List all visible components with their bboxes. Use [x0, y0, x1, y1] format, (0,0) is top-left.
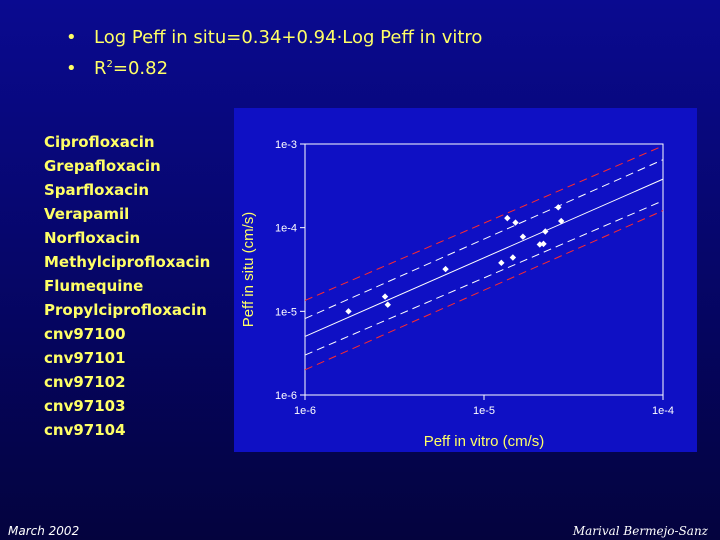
bullet-icon: • — [66, 58, 77, 79]
compound-item: cnv97101 — [44, 349, 126, 367]
x-tick-label: 1e-6 — [294, 405, 316, 417]
data-point — [498, 259, 505, 267]
data-point — [509, 254, 517, 261]
compound-list: Ciprofloxacin Grepafloxacin Sparfloxacin… — [44, 130, 210, 442]
compound-item: Grepafloxacin — [44, 157, 161, 175]
r-squared-superscript: 2 — [106, 59, 113, 70]
data-point — [504, 214, 511, 222]
x-axis-label: Peff in vitro (cm/s) — [424, 433, 545, 450]
compound-item: Norfloxacin — [44, 229, 141, 247]
r-squared: • R2=0.82 — [66, 51, 482, 82]
footer-author: Marival Bermejo-Sanz — [572, 524, 708, 538]
compound-item: cnv97103 — [44, 397, 126, 415]
summary-bullets: • Log Peff in situ=0.34+0.94·Log Peff in … — [66, 24, 482, 82]
compound-item: cnv97102 — [44, 373, 126, 391]
data-point — [442, 265, 449, 273]
data-point — [345, 308, 352, 315]
x-tick-label: 1e-4 — [652, 405, 674, 417]
r-squared-value: =0.82 — [112, 58, 169, 79]
data-point — [381, 293, 389, 300]
data-point — [540, 240, 547, 248]
compound-item: Verapamil — [44, 205, 130, 223]
r-squared-prefix: R — [94, 58, 107, 79]
y-axis-label: Peff in situ (cm/s) — [240, 212, 257, 328]
footer-date: March 2002 — [8, 524, 80, 538]
compound-item: cnv97104 — [44, 421, 126, 439]
compound-item: Methylciprofloxacin — [44, 253, 211, 271]
y-tick-label: 1e-3 — [275, 139, 297, 151]
confidence-band-upper — [304, 159, 664, 320]
x-tick-label: 1e-5 — [473, 405, 495, 417]
data-point — [384, 301, 391, 308]
y-tick-label: 1e-4 — [275, 223, 297, 235]
regression-equation-text: Log Peff in situ=0.34+0.94·Log Peff in v… — [94, 27, 483, 48]
compound-item: cnv97100 — [44, 325, 126, 343]
data-point — [519, 233, 527, 240]
prediction-band-upper — [304, 145, 664, 301]
permeability-correlation-chart: 1e-6 1e-5 1e-4 1e-6 1e-5 1e-4 1e-3 Peff in vitr… — [240, 139, 674, 450]
compound-item: Sparfloxacin — [44, 181, 149, 199]
bullet-icon: • — [66, 27, 77, 48]
plot-area-frame — [304, 143, 664, 396]
compound-item: Flumequine — [44, 277, 144, 295]
compound-item: Ciprofloxacin — [44, 133, 155, 151]
chart-panel: 1e-6 1e-5 1e-4 1e-6 1e-5 1e-4 1e-3 Peff in vitr… — [234, 108, 697, 452]
regression-line — [304, 178, 664, 337]
data-point — [542, 228, 549, 235]
regression-equation: • Log Peff in situ=0.34+0.94·Log Peff in … — [66, 24, 482, 51]
data-point — [512, 219, 519, 226]
prediction-band-lower — [304, 210, 664, 371]
compound-item: Propylciprofloxacin — [44, 301, 207, 319]
data-point — [558, 217, 565, 225]
confidence-band-lower — [304, 200, 664, 356]
y-tick-label: 1e-5 — [275, 306, 297, 318]
y-tick-label: 1e-6 — [275, 390, 297, 402]
